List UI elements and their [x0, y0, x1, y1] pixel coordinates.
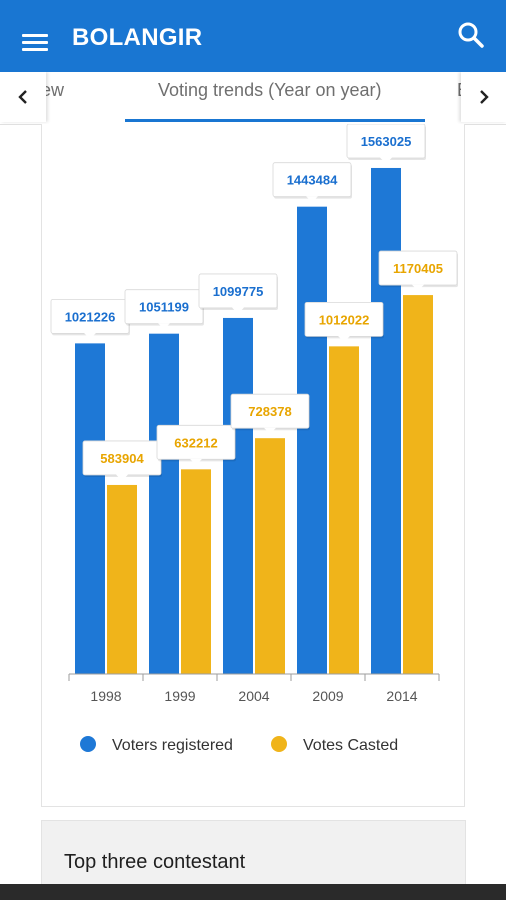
legend-label: Voters registered [112, 737, 233, 754]
app-title: BOLANGIR [72, 24, 203, 51]
data-label-casted-2009: 1012022 [304, 301, 384, 343]
x-tick-label-2009: 2009 [312, 688, 343, 704]
x-tick-label-2004: 2004 [238, 688, 269, 704]
data-label-casted-1999: 632212 [156, 424, 236, 466]
data-label-text: 728378 [248, 404, 291, 419]
tab-scroll-left-button[interactable] [0, 72, 46, 122]
x-tick-label-1998: 1998 [90, 688, 121, 704]
data-label-registered-2009: 1443484 [272, 162, 352, 203]
data-label-casted-2014: 1170405 [378, 250, 458, 292]
data-label-text: 1021226 [65, 309, 116, 324]
data-label-text: 1563025 [361, 134, 412, 149]
data-label-text: 1443484 [287, 173, 338, 188]
tab-bar: erview Voting trends (Year on year) E [0, 72, 506, 125]
data-label-registered-1998: 1021226 [50, 298, 130, 340]
legend-label: Votes Casted [303, 737, 398, 754]
legend-marker [271, 736, 287, 752]
bar-voters-registered-1998 [75, 343, 105, 674]
bar-voters-registered-1999 [149, 333, 179, 674]
system-navigation-bar [0, 884, 506, 900]
tab-voting-trends[interactable]: Voting trends (Year on year) [158, 80, 381, 101]
data-label-casted-2004: 728378 [230, 393, 310, 435]
tab-indicator [125, 119, 425, 122]
voting-trends-card: 1021226 583904 1051199 632212 1099775 728378 1… [41, 124, 465, 807]
voting-trends-chart: 1021226 583904 1051199 632212 1099775 728378 1… [50, 124, 458, 754]
bar-voters-registered-2004 [223, 317, 253, 674]
bar-voters-registered-2009 [297, 206, 327, 674]
data-label-text: 1170405 [393, 261, 443, 276]
data-label-text: 632212 [174, 435, 217, 450]
search-icon[interactable] [455, 20, 487, 52]
data-label-text: 1099775 [213, 284, 264, 299]
bar-votes-casted-2004 [255, 438, 285, 674]
legend-item-registered[interactable]: Voters registered [80, 736, 233, 754]
tab-scroll-right-button[interactable] [461, 72, 506, 122]
data-label-registered-2004: 1099775 [198, 273, 278, 314]
bar-votes-casted-2014 [403, 295, 433, 674]
bar-votes-casted-2009 [329, 346, 359, 674]
data-label-registered-2014: 1563025 [346, 124, 426, 164]
section-title: Top three contestant [64, 851, 246, 873]
x-tick-label-1999: 1999 [164, 688, 195, 704]
chevron-right-icon [480, 90, 489, 104]
bar-votes-casted-1998 [107, 484, 137, 674]
data-label-text: 1051199 [139, 300, 189, 315]
data-label-text: 1012022 [319, 312, 370, 327]
chevron-left-icon [18, 90, 27, 104]
bar-votes-casted-1999 [181, 469, 211, 674]
tab-voting-trends-label: Voting trends (Year on year) [158, 80, 382, 100]
data-label-text: 583904 [100, 451, 144, 466]
app-bar: BOLANGIR [0, 0, 506, 72]
bar-voters-registered-2014 [371, 167, 401, 675]
legend-marker [80, 736, 96, 752]
menu-icon[interactable] [22, 34, 50, 54]
legend-item-casted[interactable]: Votes Casted [271, 736, 398, 754]
x-tick-label-2014: 2014 [386, 688, 417, 704]
data-label-registered-1999: 1051199 [124, 289, 204, 330]
data-label-casted-1998: 583904 [82, 440, 162, 481]
